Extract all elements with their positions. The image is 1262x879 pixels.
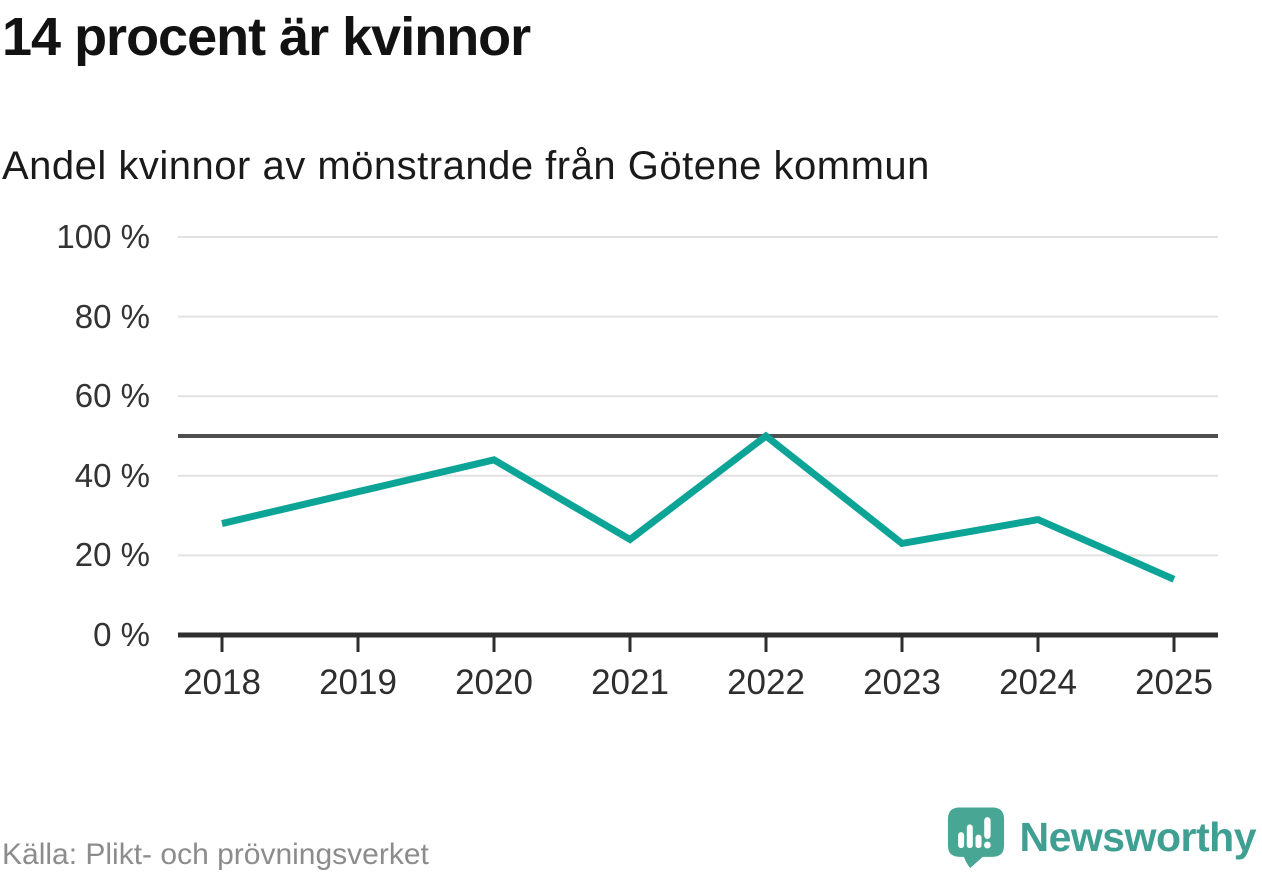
chart-area: 0 % 20 % 40 % 60 % 80 % 100 % 2018 2019 2020 202…	[0, 210, 1262, 715]
x-axis-tick-label: 2021	[591, 663, 669, 702]
speech-bubble-bar-chart-exclamation-icon	[947, 807, 1004, 868]
line-chart-plot	[178, 236, 1218, 652]
x-axis-tick-label: 2018	[183, 663, 261, 702]
y-axis-tick-label: 100 %	[56, 218, 150, 255]
x-axis-tick-label: 2024	[999, 663, 1077, 702]
y-axis-tick-label: 20 %	[74, 536, 150, 574]
y-axis-tick-label: 40 %	[74, 456, 150, 494]
x-axis-tick-label: 2025	[1135, 663, 1213, 702]
data-line	[221, 431, 1176, 583]
x-axis-tick-label: 2019	[319, 663, 397, 702]
chart-subtitle: Andel kvinnor av mönstrande från Götene …	[2, 144, 930, 188]
x-axis-tick-label: 2023	[863, 663, 941, 702]
newsworthy-logo: Newsworthy	[946, 806, 1257, 869]
y-axis-tick-label: 60 %	[74, 377, 150, 415]
source-attribution: Källa: Plikt- och prövningsverket	[2, 838, 429, 871]
y-axis-tick-label: 0 %	[93, 616, 150, 653]
chart-title: 14 procent är kvinnor	[2, 7, 531, 67]
x-axis-tick-label: 2020	[455, 663, 533, 702]
brand-name: Newsworthy	[1019, 814, 1257, 860]
x-axis-tick-label: 2022	[727, 663, 805, 702]
y-axis-tick-label: 80 %	[74, 297, 150, 335]
